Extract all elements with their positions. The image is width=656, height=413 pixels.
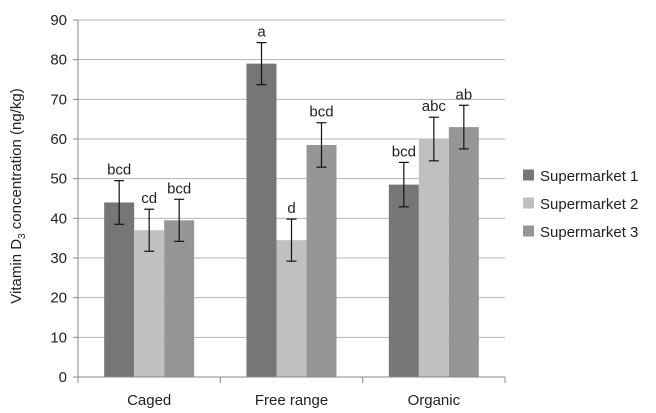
y-tick-label: 30: [50, 250, 67, 267]
legend-swatch: [523, 225, 534, 237]
bar: [164, 220, 195, 377]
bar: [276, 240, 307, 377]
significance-label: bcd: [167, 180, 191, 197]
y-axis: 0 10 20 30 40 50 60 70 80 90: [50, 12, 79, 386]
x-axis: Caged Free range Organic: [77, 376, 506, 409]
bar: [134, 230, 165, 377]
x-tick-label: Free range: [255, 392, 328, 409]
bar: [246, 63, 277, 378]
bar: [448, 127, 479, 377]
legend: Supermarket 1 Supermarket 2 Supermarket 3: [523, 168, 638, 241]
legend-label: Supermarket 2: [540, 196, 638, 213]
legend-label: Supermarket 1: [540, 168, 638, 185]
y-tick-label: 20: [50, 290, 67, 307]
y-tick-label: 80: [50, 52, 67, 69]
legend-swatch: [523, 169, 534, 181]
y-tick-label: 60: [50, 131, 67, 148]
significance-label: d: [287, 200, 295, 217]
significance-label: a: [257, 24, 266, 41]
bar: [418, 139, 449, 377]
x-tick-label: Caged: [127, 392, 171, 409]
bar: [306, 144, 337, 377]
x-tick-label: Organic: [408, 392, 461, 409]
significance-label: cd: [141, 190, 157, 207]
y-tick-label: 90: [50, 12, 67, 29]
legend-swatch: [523, 197, 534, 209]
bar: [104, 202, 135, 377]
bar: [388, 184, 419, 377]
y-axis-label: Vitamin D3 concentration (ng/kg): [8, 88, 28, 303]
y-tick-label: 0: [59, 369, 67, 386]
y-tick-label: 50: [50, 171, 67, 188]
legend-label: Supermarket 3: [540, 224, 638, 241]
y-tick-label: 70: [50, 91, 67, 108]
significance-label: bcd: [107, 162, 131, 179]
significance-label: bcd: [309, 104, 333, 121]
significance-label: ab: [455, 86, 472, 103]
y-tick-label: 40: [50, 210, 67, 227]
significance-label: abc: [422, 98, 447, 115]
y-tick-label: 10: [50, 329, 67, 346]
significance-label: bcd: [392, 143, 416, 160]
